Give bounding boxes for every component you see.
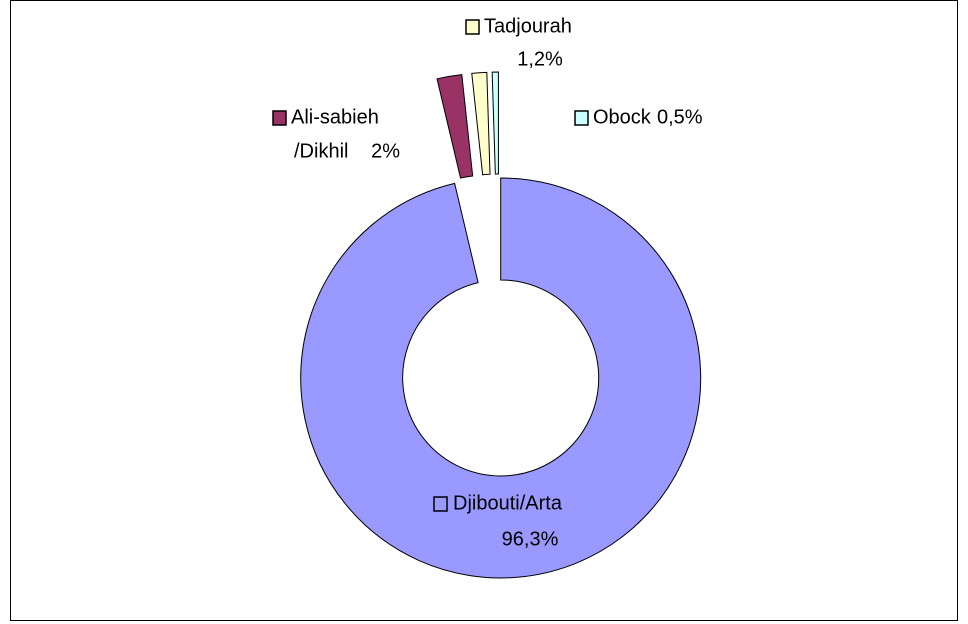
label-key [272, 110, 287, 126]
slice-value-label: 1,2% [517, 48, 563, 70]
slice-label: Ali-sabieh [291, 106, 379, 128]
slice-value-label: 0,5% [657, 106, 703, 128]
slice-label: Djibouti/Arta [453, 492, 563, 514]
slice-label: Tadjourah [484, 15, 572, 37]
slice-label-line: /Dikhil [294, 140, 348, 162]
donut-slice [471, 71, 491, 176]
donut-slice [300, 177, 702, 579]
donut-slice [436, 74, 474, 179]
slice-value-label: 96,3% [502, 528, 559, 550]
donut-slice [491, 71, 499, 175]
slice-label: Obock [593, 106, 652, 128]
slice-value-label: 2% [371, 140, 400, 162]
label-key [433, 496, 448, 512]
label-key [465, 19, 480, 35]
label-key [574, 110, 589, 126]
